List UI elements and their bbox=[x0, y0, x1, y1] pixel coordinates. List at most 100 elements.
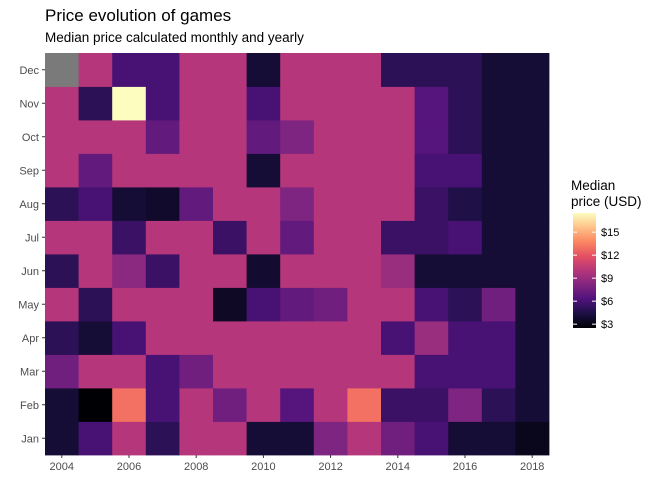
heatmap-cell-2010-Aug bbox=[246, 187, 281, 221]
chart-title: Price evolution of games bbox=[45, 6, 232, 25]
heatmap-cell-2008-Mar bbox=[179, 354, 214, 389]
heatmap-cell-2013-Sep bbox=[347, 153, 382, 188]
heatmap-cell-2016-Jul bbox=[448, 220, 483, 255]
heatmap-cell-2005-Oct bbox=[78, 120, 113, 154]
x-tick-label-2018: 2018 bbox=[520, 461, 544, 473]
heatmap-cell-2011-May bbox=[280, 287, 315, 322]
legend-label-6: $6 bbox=[601, 296, 613, 308]
heatmap-cell-2017-Aug bbox=[481, 187, 516, 221]
y-tick-label-jun: Jun bbox=[21, 266, 39, 278]
heatmap-cell-2009-Nov bbox=[213, 86, 247, 121]
x-axis: 2004 2006 2008 2010 2012 2014 2016 2018 bbox=[50, 455, 544, 473]
heatmap-cell-2014-Jun bbox=[381, 254, 415, 288]
x-tick-label-2014: 2014 bbox=[386, 461, 410, 473]
heatmap-cell-2015-Dec bbox=[414, 53, 449, 87]
heatmap-cell-2013-May bbox=[347, 287, 382, 322]
heatmap-cell-2014-Jan bbox=[381, 421, 415, 456]
heatmap-cell-2012-Apr bbox=[313, 321, 348, 355]
heatmap-cell-2007-Dec bbox=[145, 53, 180, 87]
chart-subtitle: Median price calculated monthly and year… bbox=[45, 30, 304, 45]
heatmap-cell-2013-Dec bbox=[347, 53, 382, 87]
heatmap-cell-2017-May bbox=[481, 287, 516, 322]
heatmap-cell-2012-Aug bbox=[313, 187, 348, 221]
heatmap-cell-2018-Apr bbox=[515, 321, 550, 355]
legend-label-15: $15 bbox=[601, 227, 619, 239]
legend-label-3: $3 bbox=[601, 319, 613, 331]
heatmap-cell-2009-Mar bbox=[213, 354, 247, 389]
heatmap-cell-2015-Jun bbox=[414, 254, 449, 288]
heatmap-cell-2008-Feb bbox=[179, 388, 214, 422]
heatmap-cell-2015-Jul bbox=[414, 220, 449, 255]
x-tick-label-2010: 2010 bbox=[251, 461, 275, 473]
heatmap-cell-2013-Oct bbox=[347, 120, 382, 154]
heatmap-cell-2005-Jan bbox=[78, 421, 113, 456]
heatmap-cell-2016-Aug bbox=[448, 187, 483, 221]
heatmap-cell-2009-Sep bbox=[213, 153, 247, 188]
heatmap-cell-2018-Oct bbox=[515, 120, 550, 154]
heatmap-cell-2005-Aug bbox=[78, 187, 113, 221]
heatmap-cell-2014-Apr bbox=[381, 321, 415, 355]
heatmap-cell-2018-Jun bbox=[515, 254, 550, 288]
heatmap-cell-2005-Apr bbox=[78, 321, 113, 355]
heatmap-cell-2012-Nov bbox=[313, 86, 348, 121]
heatmap-cell-2011-Aug bbox=[280, 187, 315, 221]
heatmap-cell-2015-Mar bbox=[414, 354, 449, 389]
heatmap-cell-2014-Oct bbox=[381, 120, 415, 154]
heatmap-cell-2007-May bbox=[145, 287, 180, 322]
heatmap-cell-2016-Jan bbox=[448, 421, 483, 456]
legend-title-line-2: price (USD) bbox=[571, 194, 642, 209]
heatmap-cell-2007-Jul bbox=[145, 220, 180, 255]
heatmap-cell-2006-Oct bbox=[112, 120, 147, 154]
heatmap-cell-2016-Oct bbox=[448, 120, 483, 154]
heatmap-cell-2016-Jun bbox=[448, 254, 483, 288]
x-tick-label-2008: 2008 bbox=[184, 461, 208, 473]
heatmap-cell-2017-Feb bbox=[481, 388, 516, 422]
x-tick-label-2004: 2004 bbox=[50, 461, 74, 473]
heatmap-cell-2008-Nov bbox=[179, 86, 214, 121]
y-tick-label-feb: Feb bbox=[20, 400, 39, 412]
heatmap-cell-2010-Dec bbox=[246, 53, 281, 87]
heatmap-cell-2006-Jun bbox=[112, 254, 147, 288]
legend-title-line-1: Median bbox=[571, 178, 615, 193]
heatmap-cell-2006-May bbox=[112, 287, 147, 322]
heatmap-cell-2018-Jan bbox=[515, 421, 550, 456]
x-tick-label-2016: 2016 bbox=[453, 461, 477, 473]
heatmap-cell-2005-Nov bbox=[78, 86, 113, 121]
heatmap-cell-2017-Mar bbox=[481, 354, 516, 389]
heatmap-cell-2012-Jan bbox=[313, 421, 348, 456]
heatmap-cell-2004-Feb bbox=[45, 388, 79, 422]
heatmap-cell-2008-Jul bbox=[179, 220, 214, 255]
heatmap-cell-2015-Feb bbox=[414, 388, 449, 422]
heatmap-cell-2012-May bbox=[313, 287, 348, 322]
heatmap-cell-2011-Jul bbox=[280, 220, 315, 255]
heatmap-cell-2007-Apr bbox=[145, 321, 180, 355]
heatmap-cell-2016-May bbox=[448, 287, 483, 322]
x-tick-label-2006: 2006 bbox=[117, 461, 141, 473]
heatmap-cell-2004-Jun bbox=[45, 254, 79, 288]
heatmap-cell-2012-Mar bbox=[313, 354, 348, 389]
heatmap-cell-2008-Sep bbox=[179, 153, 214, 188]
heatmap-cell-2006-Jul bbox=[112, 220, 147, 255]
heatmap-cell-2005-May bbox=[78, 287, 113, 322]
heatmap-cell-2016-Nov bbox=[448, 86, 483, 121]
heatmap-cell-2013-Mar bbox=[347, 354, 382, 389]
heatmap-cell-2008-Apr bbox=[179, 321, 214, 355]
heatmap-cell-2004-Mar bbox=[45, 354, 79, 389]
heatmap-cell-2012-Sep bbox=[313, 153, 348, 188]
x-tick-label-2012: 2012 bbox=[318, 461, 342, 473]
heatmap-cell-2017-Apr bbox=[481, 321, 516, 355]
heatmap-cell-2012-Dec bbox=[313, 53, 348, 87]
y-tick-label-sep: Sep bbox=[19, 165, 39, 177]
heatmap-cell-2010-Sep bbox=[246, 153, 281, 188]
heatmap-cell-2004-Dec bbox=[45, 53, 79, 87]
y-tick-label-mar: Mar bbox=[20, 366, 39, 378]
heatmap-cell-2009-Dec bbox=[213, 53, 247, 87]
heatmap-cell-2004-Oct bbox=[45, 120, 79, 154]
heatmap-cell-2011-Oct bbox=[280, 120, 315, 154]
heatmap-cell-2015-May bbox=[414, 287, 449, 322]
heatmap-cell-2014-Nov bbox=[381, 86, 415, 121]
legend-ticks: $3 $6 $9 $12 $15 bbox=[573, 227, 619, 331]
y-tick-label-jan: Jan bbox=[21, 433, 39, 445]
heatmap-cell-2016-Dec bbox=[448, 53, 483, 87]
